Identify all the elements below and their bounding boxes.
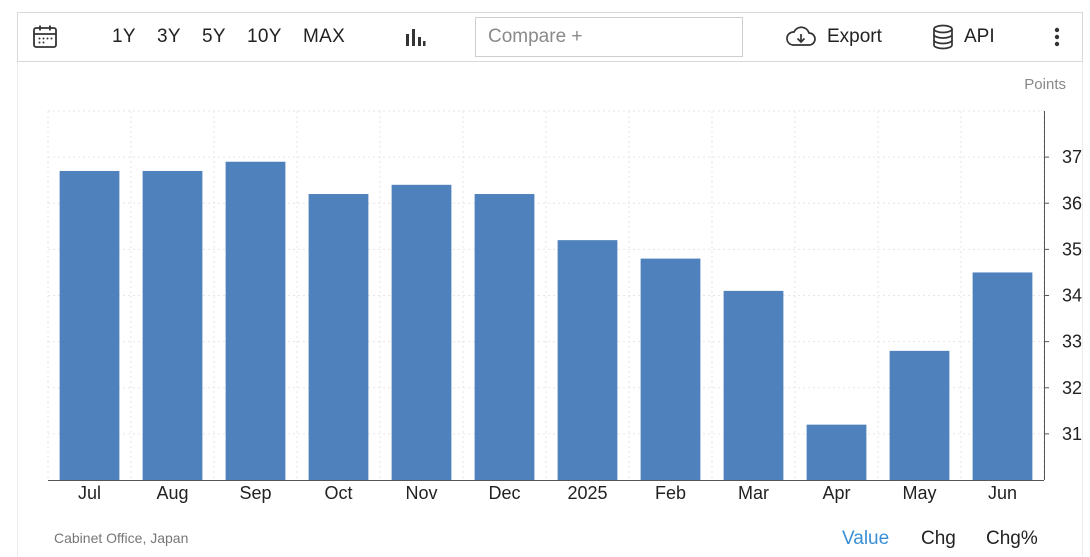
tab-value[interactable]: Value [842, 528, 890, 549]
bar-chart-icon [406, 29, 426, 46]
x-tick-label: Dec [488, 483, 520, 503]
api-label: API [964, 26, 995, 47]
x-tick-label: Aug [156, 483, 188, 503]
bar-mar[interactable] [723, 290, 784, 480]
database-icon [933, 24, 953, 50]
bar-2025[interactable] [557, 240, 618, 480]
bar-jun[interactable] [972, 272, 1033, 480]
cloud-download-icon [786, 26, 816, 46]
calendar-icon [33, 25, 57, 48]
bar-may[interactable] [889, 350, 950, 480]
x-tick-label: Mar [738, 483, 769, 503]
y-tick-label: 36 [1062, 193, 1082, 213]
x-tick-label: Nov [405, 483, 437, 503]
tab-chg[interactable]: Chg [921, 528, 956, 549]
x-tick-label: Feb [655, 483, 686, 503]
export-label: Export [827, 26, 882, 47]
y-tick-label: 37 [1062, 147, 1082, 167]
x-tick-label: 2025 [567, 483, 607, 503]
y-tick-label: 31 [1062, 424, 1082, 444]
bar-jul[interactable] [59, 170, 120, 480]
range-3y-button[interactable]: 3Y [157, 26, 181, 47]
chart-type-button[interactable] [404, 13, 426, 61]
api-button[interactable]: API [932, 13, 995, 61]
y-tick-label: 35 [1062, 239, 1082, 259]
more-options-button[interactable] [1052, 13, 1062, 61]
bar-nov[interactable] [391, 184, 452, 481]
more-vertical-icon [1054, 27, 1060, 47]
y-tick-label: 33 [1062, 332, 1082, 352]
export-button[interactable]: Export [785, 13, 882, 61]
bar-aug[interactable] [142, 170, 203, 480]
calendar-button[interactable] [32, 13, 58, 61]
bar-oct[interactable] [308, 194, 369, 480]
bar-feb[interactable] [640, 258, 701, 480]
bar-dec[interactable] [474, 194, 535, 480]
y-tick-label: 34 [1062, 286, 1082, 306]
tab-chg-pct[interactable]: Chg% [986, 528, 1038, 549]
x-tick-label: Jul [78, 483, 101, 503]
bar-apr[interactable] [806, 424, 867, 480]
x-tick-label: Oct [324, 483, 352, 503]
chart-container [17, 62, 1083, 557]
x-tick-label: Jun [988, 483, 1017, 503]
bar-sep[interactable] [225, 161, 286, 481]
source-label[interactable]: Cabinet Office, Japan [54, 530, 189, 546]
range-1y-button[interactable]: 1Y [112, 26, 136, 47]
range-5y-button[interactable]: 5Y [202, 26, 226, 47]
range-max-button[interactable]: MAX [303, 26, 346, 47]
range-10y-button[interactable]: 10Y [247, 26, 282, 47]
chart-toolbar: 1Y 3Y 5Y 10Y MAX Compare + Export API [17, 12, 1083, 62]
x-tick-label: Apr [822, 483, 850, 503]
units-label: Points [1024, 76, 1066, 93]
x-tick-label: May [902, 483, 936, 503]
y-tick-label: 32 [1062, 378, 1082, 398]
compare-input[interactable]: Compare + [475, 17, 743, 57]
x-tick-label: Sep [239, 483, 271, 503]
